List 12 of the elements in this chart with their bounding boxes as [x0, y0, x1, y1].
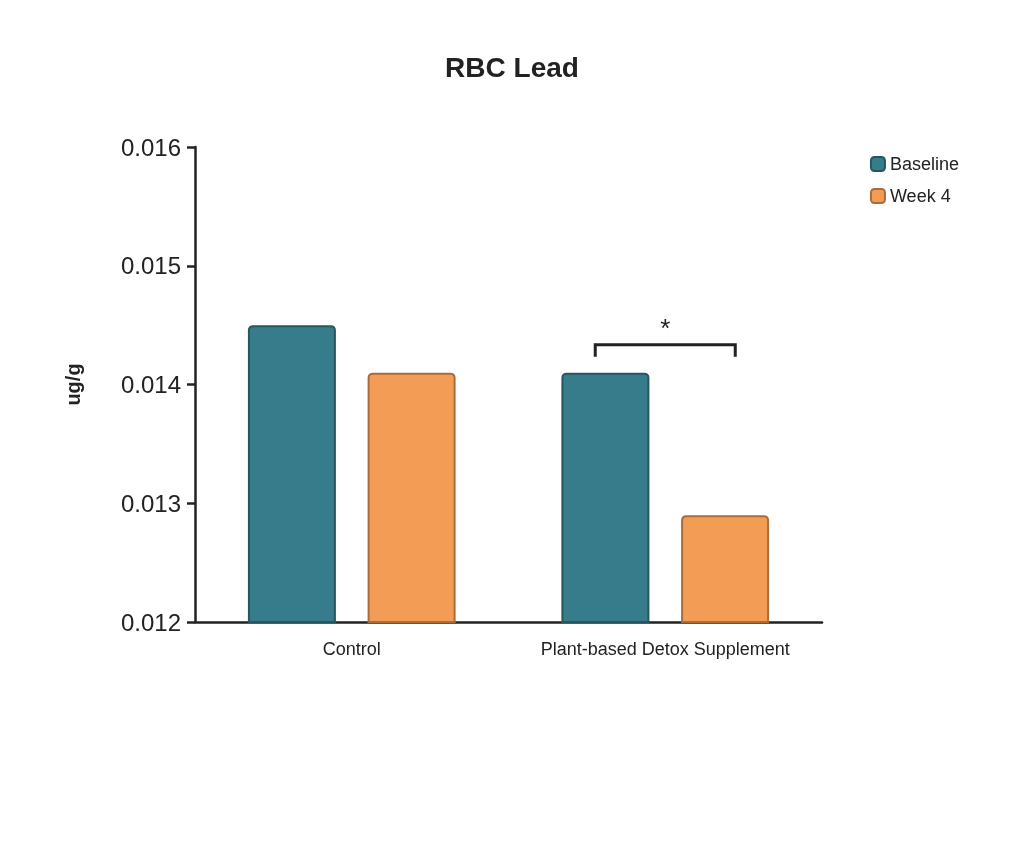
x-tick-label: Control: [322, 639, 381, 659]
legend-label: Week 4: [889, 186, 951, 206]
y-tick-label: 0.013: [120, 489, 181, 517]
y-tick-label: 0.016: [120, 133, 181, 161]
y-tick-label: 0.015: [120, 252, 181, 280]
y-axis-title: ug/g: [62, 363, 84, 406]
chart-title: RBC Lead: [445, 51, 579, 83]
annotation: *: [660, 312, 671, 343]
y-tick-label: 0.014: [120, 371, 181, 398]
x-tick-label: Plant-based Detox Supplement: [540, 639, 790, 659]
y-tick-label: 0.012: [120, 608, 181, 636]
legend-label: Baseline: [889, 154, 959, 174]
